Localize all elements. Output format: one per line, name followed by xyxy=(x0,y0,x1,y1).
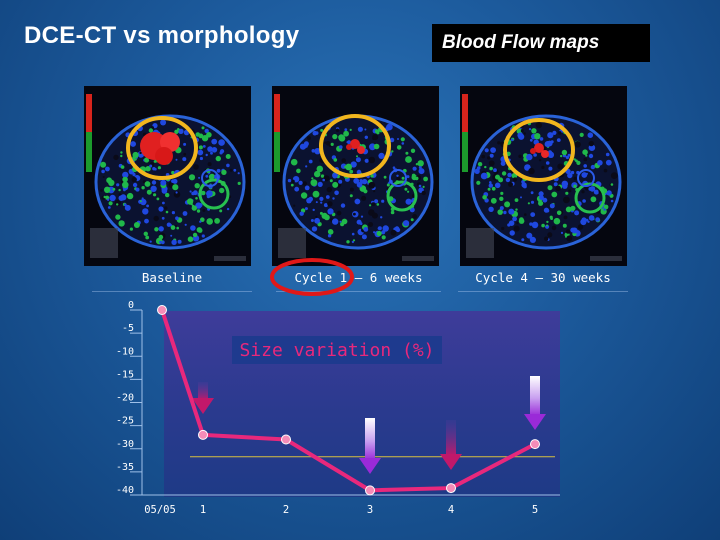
y-tick-label: -40 xyxy=(116,485,134,496)
caption-rule-3 xyxy=(458,291,628,292)
treatment-arrow-5 xyxy=(524,376,546,430)
scan-image-baseline xyxy=(84,86,251,266)
data-point xyxy=(530,439,540,450)
data-point xyxy=(446,483,456,494)
data-point xyxy=(281,434,291,445)
treatment-markers xyxy=(192,376,546,474)
caption-rule-2 xyxy=(276,291,441,292)
series-points xyxy=(157,305,540,496)
x-tick-label: 2 xyxy=(283,504,289,516)
y-tick-label: -35 xyxy=(116,462,134,473)
scan-caption-cycle-1: Cycle 1 – 6 weeks xyxy=(294,270,423,285)
y-tick-label: -30 xyxy=(116,439,134,450)
treatment-arrow-3 xyxy=(359,418,381,474)
data-point xyxy=(365,485,375,496)
x-tick-label: 4 xyxy=(448,504,454,516)
page-title: DCE-CT vs morphology xyxy=(24,22,300,49)
chart-title: Size variation (%) xyxy=(239,340,434,361)
y-tick-label: 0 xyxy=(128,300,134,311)
data-point xyxy=(198,429,208,440)
x-axis: 05/05 1 2 3 4 5 xyxy=(142,494,560,516)
treatment-arrow-4 xyxy=(440,420,462,470)
data-point xyxy=(157,305,167,315)
series-line xyxy=(160,309,536,493)
treatment-arrow-1 xyxy=(192,382,214,414)
highlight-ring xyxy=(270,258,354,296)
y-tick-label: -15 xyxy=(116,369,134,380)
y-axis: 0 -5 -10 -15 -20 -25 -30 -35 -40 xyxy=(116,300,143,496)
scan-caption-baseline: Baseline xyxy=(141,270,203,285)
x-tick-label: 3 xyxy=(367,504,373,516)
chart-title-box xyxy=(232,336,442,364)
x-tick-label: 5 xyxy=(532,504,538,516)
x-tick-label: 1 xyxy=(200,504,206,516)
scan-image-cycle-1 xyxy=(272,86,439,266)
x-tick-label: 05/05 xyxy=(144,504,176,516)
scan-image-cycle-4 xyxy=(460,86,627,266)
y-tick-label: -20 xyxy=(116,393,134,404)
scan-caption-cycle-4: Cycle 4 – 30 weeks xyxy=(475,270,611,285)
caption-rule-1 xyxy=(92,291,252,292)
y-tick-label: -5 xyxy=(122,323,134,334)
blood-flow-maps-badge: Blood Flow maps xyxy=(432,24,650,62)
y-tick-label: -25 xyxy=(116,416,134,427)
y-tick-label: -10 xyxy=(116,346,134,357)
